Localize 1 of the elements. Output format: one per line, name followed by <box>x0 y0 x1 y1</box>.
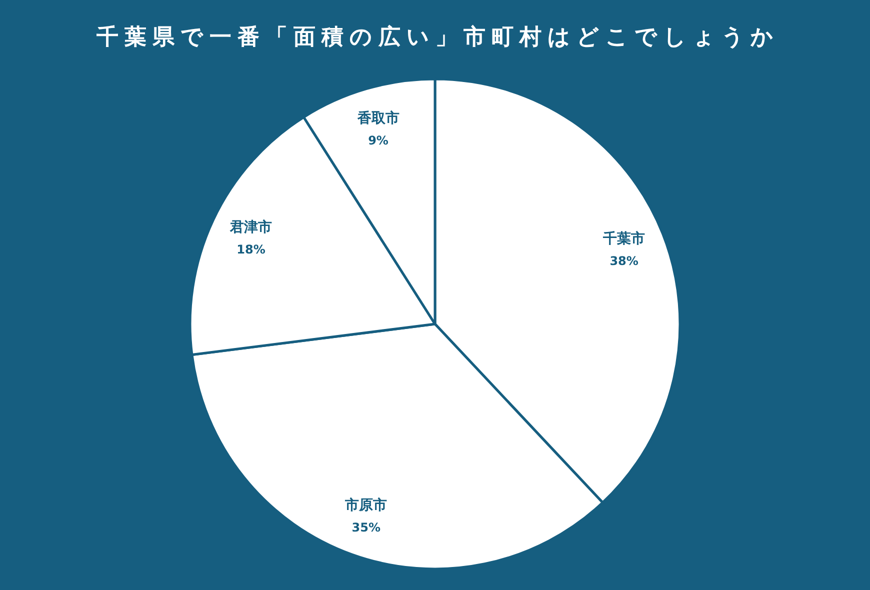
title: 千葉県で一番「面積の広い」市町村はどこでしょうか <box>96 25 780 50</box>
